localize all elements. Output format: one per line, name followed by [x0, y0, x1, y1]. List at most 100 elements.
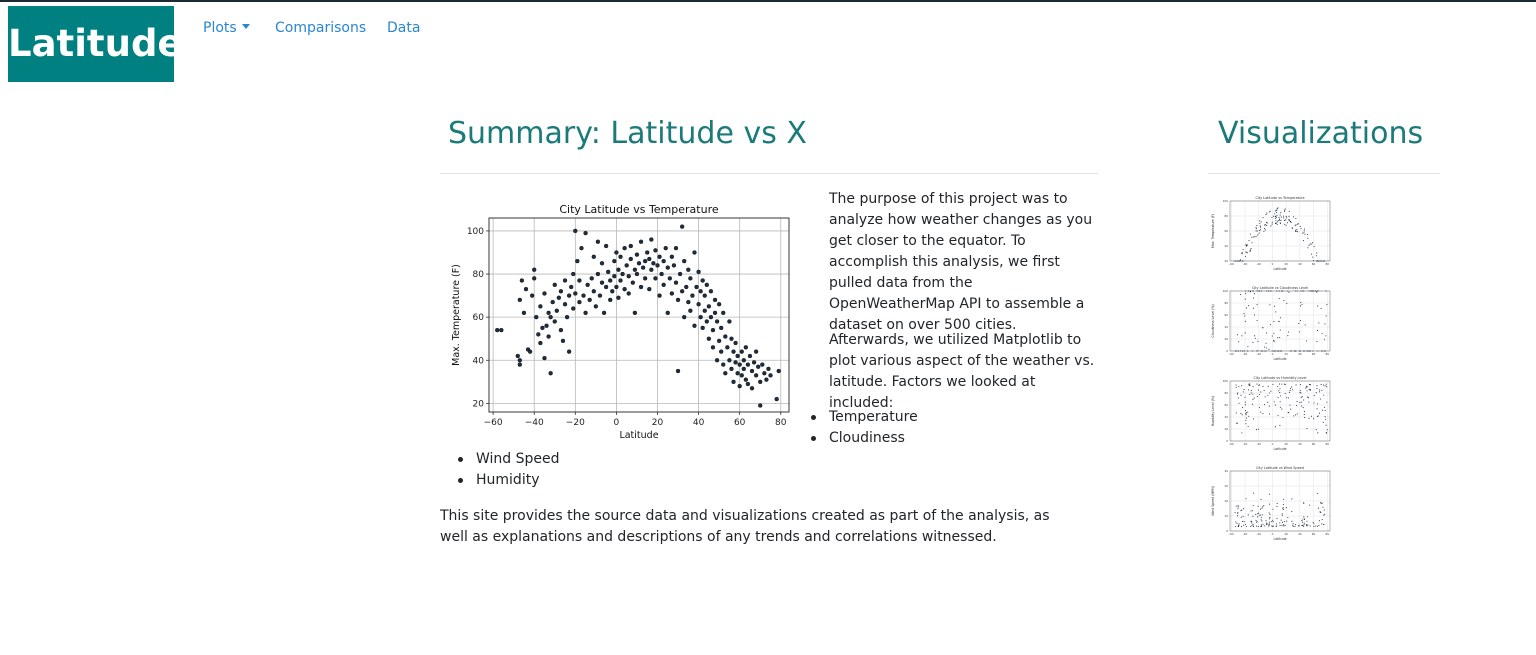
data-point [700, 325, 705, 331]
thumbnail-point [1268, 523, 1270, 525]
thumbnail-point [1283, 383, 1285, 385]
thumbnail-point [1324, 385, 1326, 387]
nav-comparisons-link[interactable]: Comparisons [275, 20, 367, 36]
thumbnail-point [1322, 409, 1324, 411]
thumbnail-point [1243, 313, 1245, 315]
thumbnail-point [1244, 396, 1246, 398]
thumbnail-point [1267, 385, 1269, 387]
data-point [764, 377, 769, 382]
thumbnail-point [1282, 508, 1284, 511]
thumbnail-point [1320, 398, 1322, 400]
data-point [624, 263, 629, 268]
data-point [719, 349, 724, 354]
thumbnail-point [1286, 397, 1288, 399]
thumbnail-point [1316, 290, 1318, 292]
thumbnail-point [1261, 525, 1263, 527]
data-point [727, 358, 732, 363]
thumbnail-point [1299, 401, 1301, 404]
thumbnail-point [1263, 230, 1265, 232]
thumbnail-point [1243, 508, 1245, 510]
thumbnail-temperature-chart[interactable]: City Latitude vs Temperature Latitude Max.… [1208, 194, 1334, 274]
data-point [548, 371, 553, 376]
thumbnail-point [1252, 341, 1254, 344]
thumbnail-point [1279, 406, 1281, 408]
thumbnail-point [1323, 339, 1326, 341]
thumbnail-point [1238, 525, 1240, 527]
thumbnail-point [1301, 396, 1303, 398]
nav-plots-dropdown[interactable]: Plots [203, 18, 250, 38]
thumbnail-point [1286, 222, 1288, 224]
data-point [608, 297, 613, 303]
caret-down-icon [241, 24, 250, 29]
thumbnail-point [1263, 350, 1265, 352]
thumbnail-point [1248, 290, 1250, 292]
thumbnail-point [1317, 350, 1319, 352]
data-point [601, 310, 607, 315]
summary-divider [440, 173, 1098, 174]
thumbnail-point [1279, 401, 1281, 403]
data-point [753, 349, 759, 354]
thumbnail-point [1276, 525, 1278, 527]
thumbnail-point [1324, 416, 1326, 418]
thumbnail-point [1312, 521, 1314, 523]
thumbnail-point [1269, 304, 1271, 306]
thumbnail-point [1303, 411, 1305, 413]
thumbnail-point [1306, 350, 1308, 352]
thumbnail-point [1268, 493, 1271, 495]
thumbnail-y-tick-label: 10 [1224, 514, 1228, 518]
thumbnail-point [1326, 386, 1328, 388]
data-point [614, 250, 619, 255]
thumbnail-point [1237, 350, 1239, 352]
thumbnail-point [1248, 415, 1250, 417]
thumbnail-point [1260, 517, 1262, 519]
data-point [721, 310, 726, 315]
thumbnail-point [1238, 341, 1240, 343]
thumbnail-point [1242, 350, 1244, 352]
thumbnail-point [1321, 518, 1323, 521]
data-point [583, 310, 588, 315]
nav-data-link[interactable]: Data [387, 20, 421, 36]
data-point [556, 295, 562, 300]
thumbnail-point [1257, 525, 1259, 528]
thumbnail-point [1237, 515, 1239, 517]
data-point [665, 310, 670, 315]
latitude-temperature-chart[interactable]: −60 −40 −20 0 20 40 60 80 20 40 60 80 100 City Latitu… [442, 196, 792, 446]
thumbnail-point [1289, 408, 1291, 410]
thumbnail-point [1306, 525, 1308, 527]
data-point [675, 297, 681, 303]
thumbnail-point [1273, 525, 1275, 527]
thumbnail-point [1287, 397, 1290, 399]
thumbnail-point [1322, 421, 1324, 423]
thumbnail-wind-speed-chart[interactable]: City Latitude vs Wind Speed Latitude Wind … [1208, 464, 1334, 544]
thumbnail-point [1292, 522, 1294, 525]
thumbnail-point [1320, 307, 1322, 310]
data-point [727, 319, 732, 324]
thumbnail-point [1274, 210, 1276, 212]
thumbnail-humidity-chart[interactable]: City Latitude vs Humidity Level Latitude H… [1208, 374, 1334, 454]
data-point [686, 299, 691, 305]
thumbnail-point [1255, 429, 1258, 431]
data-point [665, 265, 670, 270]
thumbnail-point [1252, 297, 1254, 299]
thumbnail-point [1271, 525, 1273, 527]
thumbnail-point [1266, 523, 1268, 525]
brand-logo[interactable]: Latitude [8, 6, 183, 82]
thumbnail-point [1299, 225, 1301, 228]
thumbnail-point [1265, 347, 1268, 349]
thumbnail-point [1276, 223, 1278, 225]
data-point [499, 327, 504, 333]
data-point [569, 284, 574, 290]
thumbnail-point [1252, 510, 1254, 512]
thumbnail-point [1318, 524, 1320, 527]
thumbnail-point [1271, 221, 1273, 223]
thumbnail-cloudiness-chart[interactable]: City Latitude vs Cloudiness Level Latitud… [1208, 284, 1334, 364]
thumbnail-point [1287, 411, 1289, 413]
thumbnail-point [1313, 290, 1315, 292]
thumbnail-point [1294, 524, 1296, 526]
thumbnail-point [1245, 414, 1247, 416]
data-point [521, 310, 527, 315]
thumbnail-point [1274, 404, 1276, 406]
thumbnail-point [1279, 329, 1281, 331]
thumbnail-point [1289, 350, 1291, 352]
thumbnail-y-tick-label: 20 [1224, 259, 1228, 263]
